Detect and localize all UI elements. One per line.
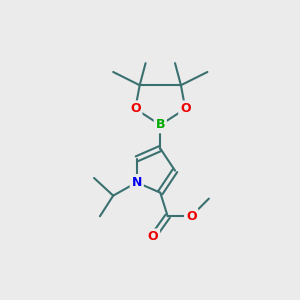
- Text: O: O: [180, 102, 190, 115]
- Text: O: O: [148, 230, 158, 243]
- Text: O: O: [130, 102, 141, 115]
- Text: O: O: [186, 210, 196, 223]
- Text: B: B: [156, 118, 165, 131]
- Text: N: N: [132, 176, 142, 189]
